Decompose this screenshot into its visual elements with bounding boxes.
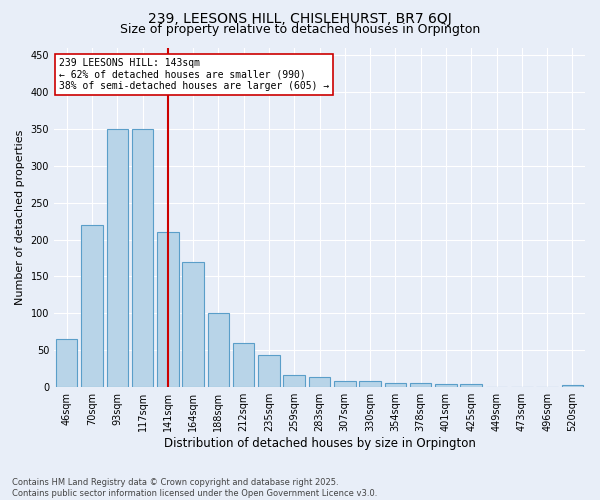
Bar: [233, 343, 254, 387]
Bar: [157, 232, 179, 387]
Bar: [56, 339, 77, 387]
Bar: [359, 382, 381, 387]
Bar: [435, 384, 457, 387]
Bar: [385, 383, 406, 387]
Bar: [309, 377, 330, 387]
Text: Size of property relative to detached houses in Orpington: Size of property relative to detached ho…: [120, 22, 480, 36]
Bar: [258, 356, 280, 387]
Bar: [182, 262, 204, 387]
Text: Contains HM Land Registry data © Crown copyright and database right 2025.
Contai: Contains HM Land Registry data © Crown c…: [12, 478, 377, 498]
Bar: [562, 385, 583, 387]
Bar: [81, 224, 103, 387]
Bar: [460, 384, 482, 387]
Bar: [283, 374, 305, 387]
Text: 239 LEESONS HILL: 143sqm
← 62% of detached houses are smaller (990)
38% of semi-: 239 LEESONS HILL: 143sqm ← 62% of detach…: [59, 58, 329, 91]
Bar: [208, 314, 229, 387]
Y-axis label: Number of detached properties: Number of detached properties: [15, 130, 25, 305]
Bar: [334, 382, 356, 387]
Bar: [410, 383, 431, 387]
Bar: [107, 128, 128, 387]
X-axis label: Distribution of detached houses by size in Orpington: Distribution of detached houses by size …: [164, 437, 475, 450]
Bar: [132, 128, 153, 387]
Text: 239, LEESONS HILL, CHISLEHURST, BR7 6QJ: 239, LEESONS HILL, CHISLEHURST, BR7 6QJ: [148, 12, 452, 26]
